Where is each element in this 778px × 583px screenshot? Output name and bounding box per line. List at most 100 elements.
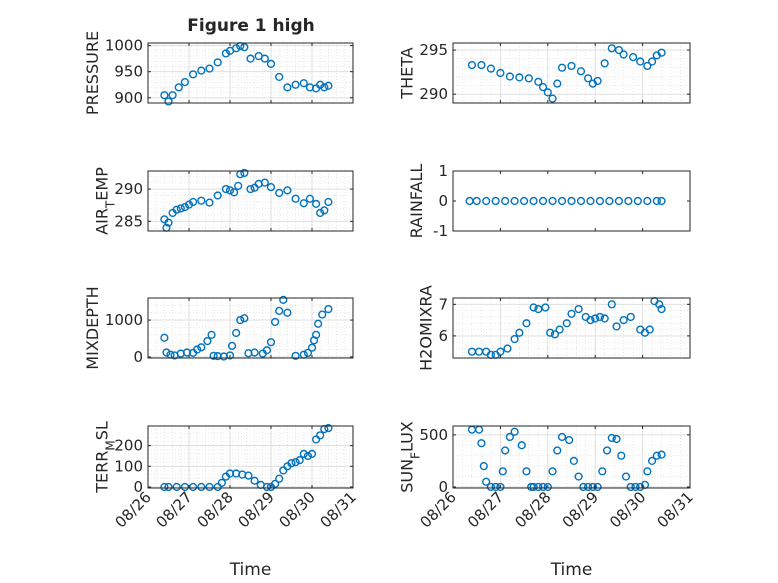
data-point xyxy=(519,196,529,206)
y-tick-label: 295 xyxy=(419,41,448,59)
data-point xyxy=(240,168,249,178)
x-tick-label: 08/27 xyxy=(464,488,507,531)
y-axis-label: AIRTEMP xyxy=(93,167,118,235)
y-axis-label: PRESSURE xyxy=(83,31,102,115)
data-point xyxy=(197,343,206,352)
data-point xyxy=(600,314,609,323)
data-point xyxy=(203,336,212,346)
data-point xyxy=(303,451,313,461)
data-point xyxy=(266,59,276,68)
data-point xyxy=(538,83,548,92)
data-point xyxy=(164,482,173,492)
data-point xyxy=(312,330,321,339)
data-point xyxy=(565,435,574,445)
x-tick-label: 08/27 xyxy=(153,488,196,531)
data-point xyxy=(189,197,198,207)
y-tick-label: 950 xyxy=(114,63,143,81)
data-point xyxy=(567,309,576,318)
data-point xyxy=(538,196,548,206)
data-point xyxy=(174,83,183,92)
data-point xyxy=(324,423,333,433)
data-point xyxy=(593,76,602,86)
data-point xyxy=(291,194,300,203)
data-point xyxy=(517,441,526,450)
data-point xyxy=(320,206,329,215)
data-point xyxy=(505,432,514,442)
data-point xyxy=(275,188,284,198)
data-point xyxy=(283,83,292,92)
data-point xyxy=(271,479,280,488)
data-point xyxy=(643,61,652,71)
data-point xyxy=(221,184,231,194)
data-point xyxy=(197,196,206,205)
data-point xyxy=(576,196,586,206)
plot-area xyxy=(148,43,353,103)
data-point xyxy=(316,208,325,218)
data-point xyxy=(655,300,664,309)
data-point xyxy=(205,482,214,492)
data-point xyxy=(260,54,269,63)
data-point xyxy=(221,49,231,58)
axes-box xyxy=(147,297,354,359)
data-point xyxy=(522,319,531,328)
data-point xyxy=(205,198,214,207)
plot-area xyxy=(453,298,690,358)
data-point xyxy=(647,456,657,466)
data-point xyxy=(607,44,616,53)
data-point xyxy=(299,199,308,208)
data-point xyxy=(279,466,288,475)
data-point xyxy=(546,328,555,337)
axes-box xyxy=(147,425,354,489)
data-point xyxy=(232,44,241,53)
y-axis-label: RAINFALL xyxy=(407,164,426,239)
data-point xyxy=(555,325,564,334)
data-point xyxy=(574,304,583,314)
data-point xyxy=(505,72,514,81)
axes-box xyxy=(452,425,691,489)
x-tick-label: 08/31 xyxy=(654,488,697,531)
data-point xyxy=(275,306,284,315)
data-point xyxy=(230,188,239,197)
data-point xyxy=(324,304,333,314)
plot-area xyxy=(148,171,353,231)
data-point xyxy=(624,196,633,206)
data-point xyxy=(250,348,259,357)
y-tick-label: -1 xyxy=(433,222,448,240)
data-point xyxy=(160,91,169,100)
axes-box xyxy=(452,42,691,104)
x-tick-label: 08/30 xyxy=(276,488,319,531)
data-point xyxy=(586,316,595,325)
y-tick-label: 0 xyxy=(438,478,448,496)
data-point xyxy=(180,78,190,87)
data-point xyxy=(250,476,259,485)
subplot-rainfall: -1 0 1 RAINFALL xyxy=(407,162,691,240)
y-tick-label: 285 xyxy=(114,212,143,230)
data-point xyxy=(491,482,500,492)
plot-area xyxy=(453,43,690,103)
data-point xyxy=(324,81,333,90)
data-point xyxy=(496,68,505,78)
data-point xyxy=(225,351,235,360)
data-point xyxy=(583,74,593,83)
data-point xyxy=(522,467,531,476)
data-point xyxy=(612,434,621,444)
data-point xyxy=(543,88,552,97)
data-point xyxy=(234,181,243,190)
y-tick-label: 0 xyxy=(133,478,143,496)
data-point xyxy=(598,467,607,476)
data-point xyxy=(600,59,609,68)
data-point xyxy=(631,482,640,492)
data-point xyxy=(626,482,635,492)
data-point xyxy=(318,310,327,319)
data-point xyxy=(652,196,661,206)
data-point xyxy=(320,83,329,92)
data-point xyxy=(553,79,562,88)
data-point xyxy=(486,64,496,73)
data-point xyxy=(614,196,624,206)
data-point xyxy=(303,348,313,357)
data-point xyxy=(209,351,218,360)
data-point xyxy=(586,196,595,206)
data-point xyxy=(621,472,631,481)
data-point xyxy=(657,450,666,459)
data-point xyxy=(482,196,491,206)
